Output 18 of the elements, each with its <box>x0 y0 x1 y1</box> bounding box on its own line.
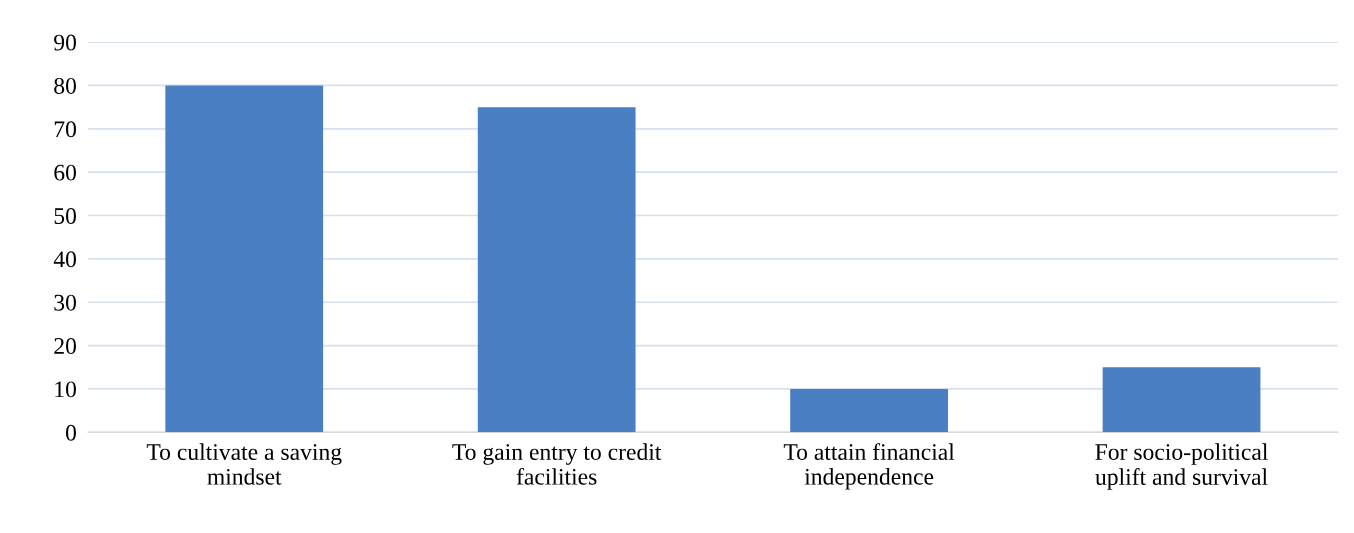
y-tick-label: 20 <box>54 338 76 354</box>
x-tick-label: For socio-political uplift and survival <box>1095 443 1268 490</box>
y-tick-label: 90 <box>54 34 76 51</box>
y-tick-label: 80 <box>54 77 76 94</box>
x-tick-label: To attain financial independence <box>783 443 955 490</box>
bar <box>477 107 636 433</box>
bar <box>790 388 948 433</box>
x-tick-label: To gain entry to credit facilities <box>452 443 662 485</box>
bar <box>165 85 324 433</box>
y-tick-label: 30 <box>54 294 76 311</box>
y-tick-label: 10 <box>55 381 76 398</box>
y-tick-label: 50 <box>54 208 76 224</box>
x-tick-label: To cultivate a saving mindset <box>146 443 342 485</box>
y-tick-label: 40 <box>53 251 76 268</box>
y-tick-label: 70 <box>54 121 76 138</box>
y-tick-label: 0 <box>65 424 76 441</box>
bar <box>1102 367 1261 433</box>
y-tick-label: 60 <box>54 164 76 181</box>
